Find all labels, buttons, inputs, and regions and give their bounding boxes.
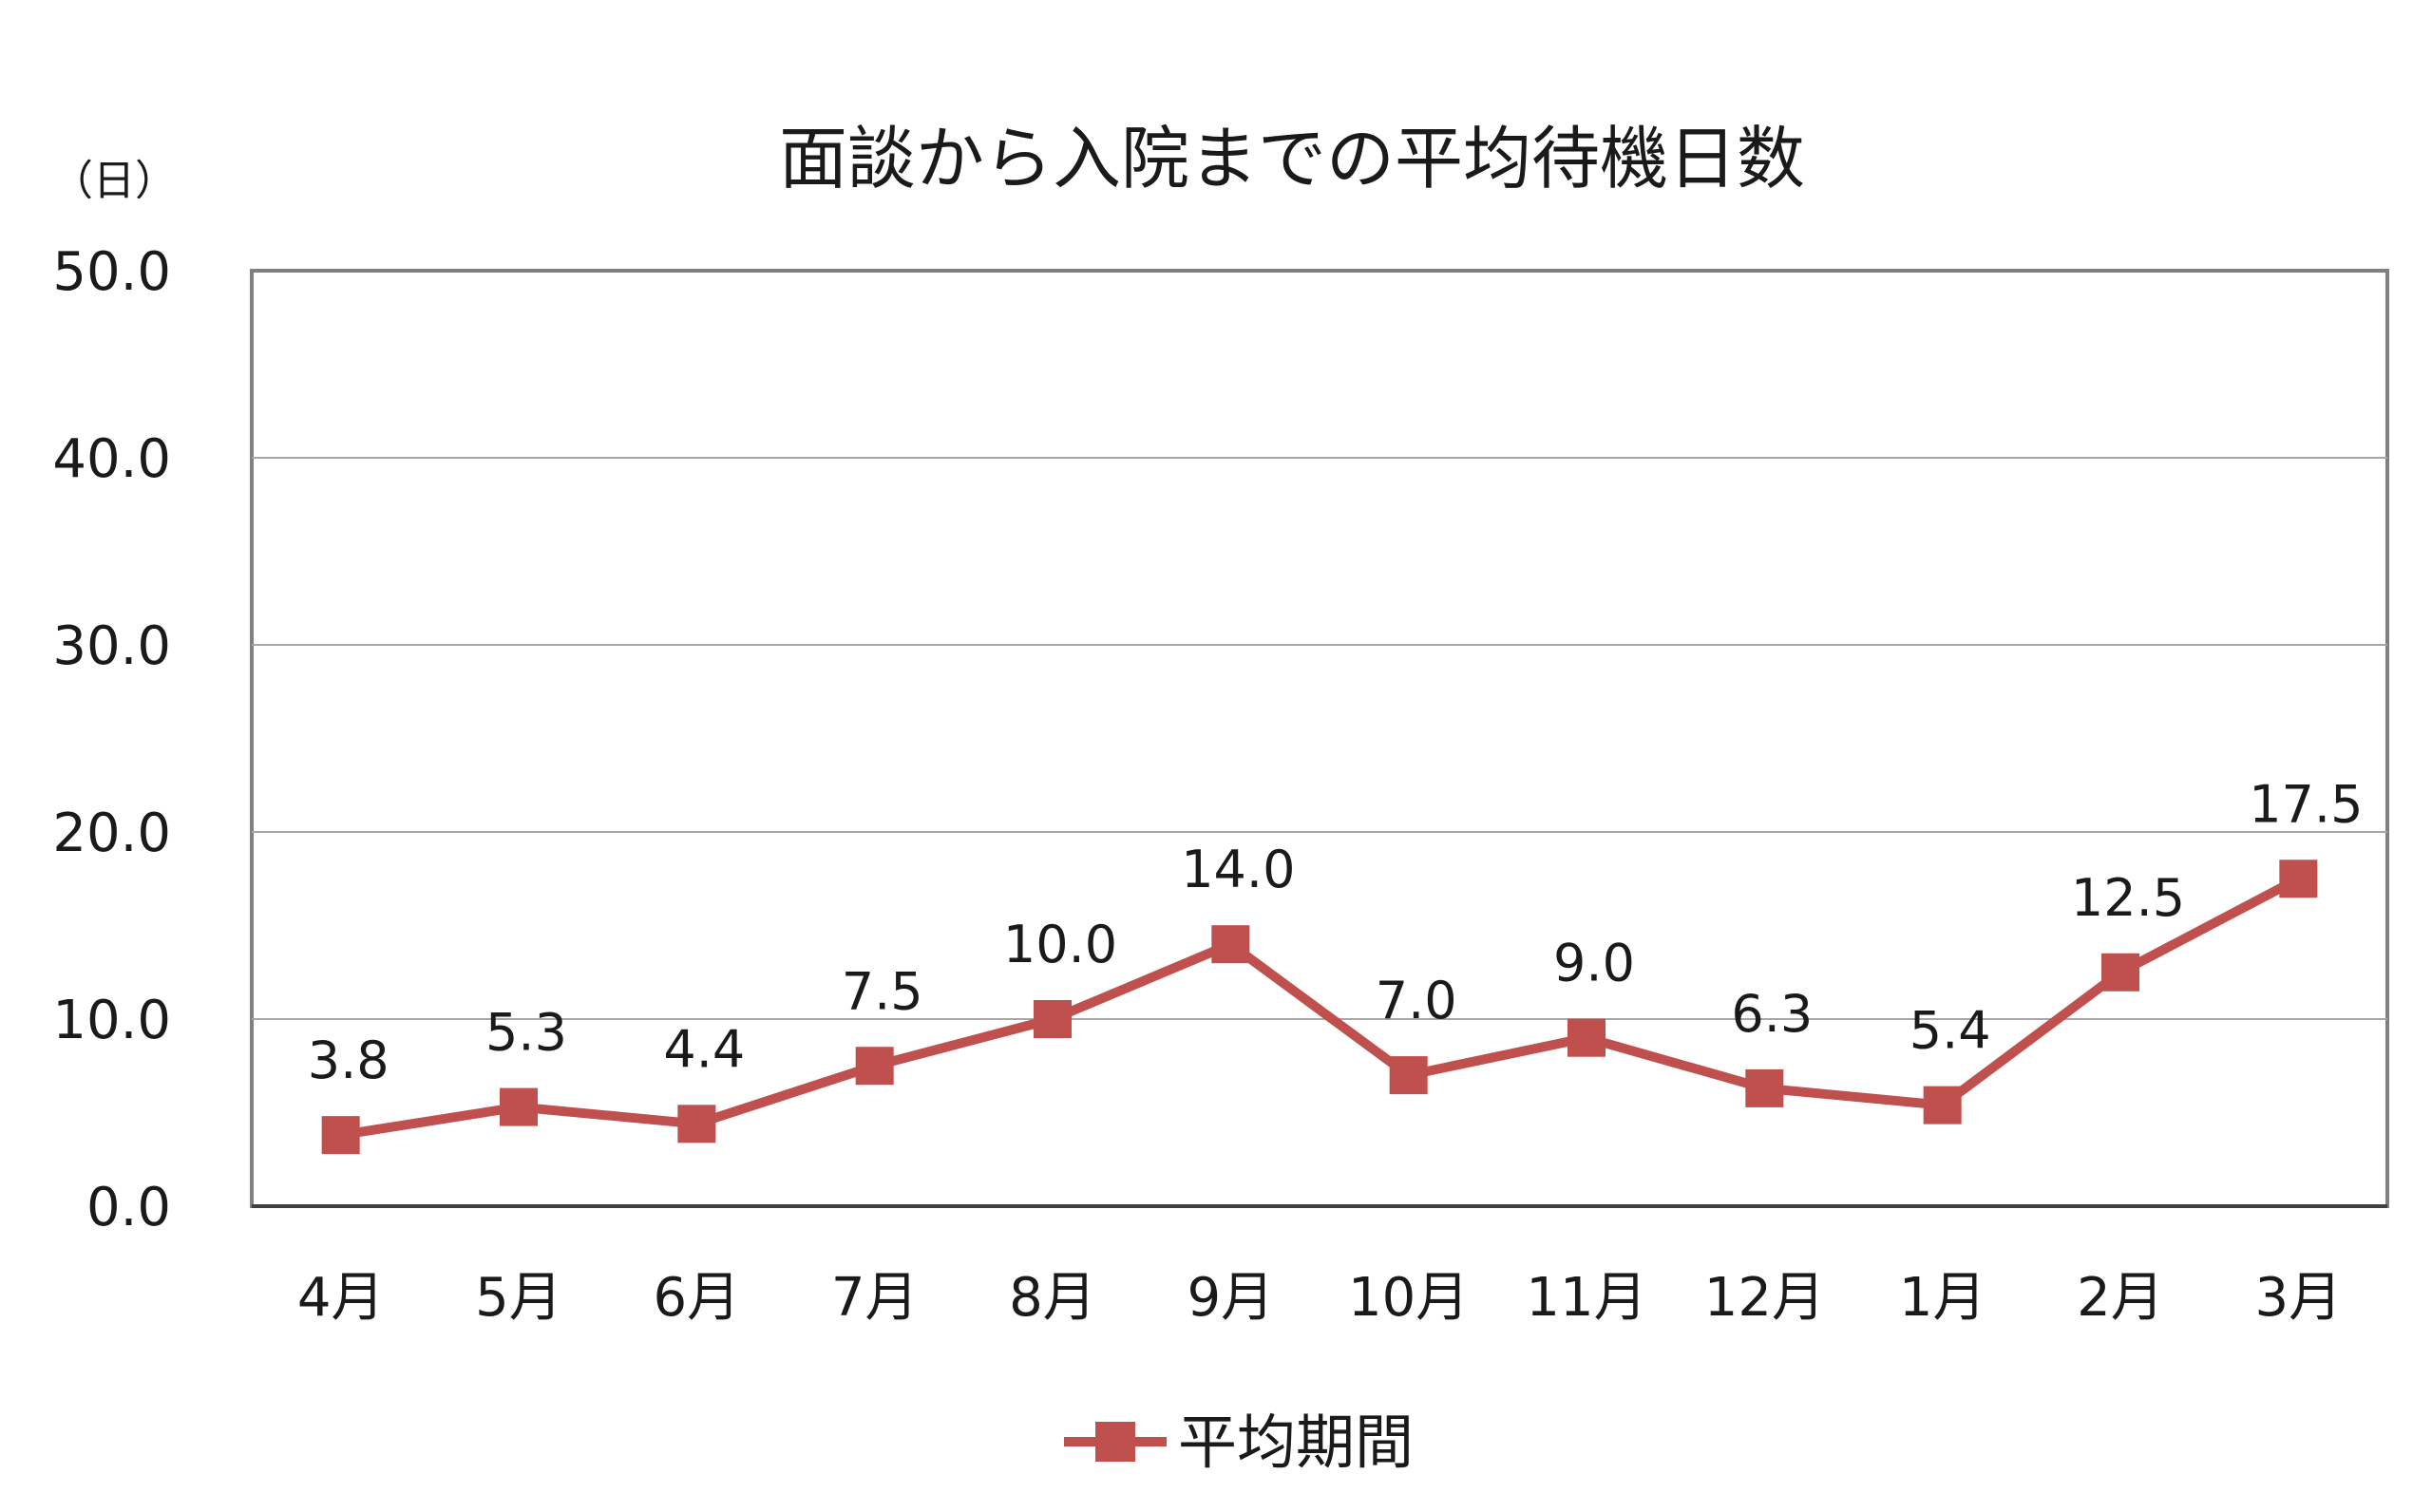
plot-area: [250, 269, 2389, 1208]
series-line: [339, 874, 2301, 1141]
data-point-marker: [500, 1087, 538, 1126]
x-tick-label: 7月: [831, 1267, 919, 1329]
data-point-marker: [1389, 1056, 1428, 1095]
x-tick-label: 9月: [1188, 1267, 1275, 1329]
legend: 平均期間: [1064, 1408, 1414, 1477]
y-axis-unit-label: （日）: [51, 157, 177, 205]
legend-marker-swatch: [1095, 1422, 1135, 1462]
data-label: 4.4: [663, 1019, 745, 1079]
data-label: 6.3: [1731, 984, 1813, 1044]
data-label: 5.3: [485, 1003, 567, 1063]
data-label: 12.5: [2071, 868, 2185, 928]
data-label: 14.0: [1181, 840, 1295, 899]
data-label: 7.0: [1376, 971, 1457, 1030]
y-tick-label: 0.0: [86, 1177, 171, 1238]
data-point-marker: [855, 1047, 894, 1086]
x-tick-label: 1月: [1899, 1267, 1986, 1329]
data-point-marker: [1211, 925, 1250, 964]
y-tick-label: 50.0: [52, 241, 171, 303]
data-point-marker: [321, 1116, 360, 1155]
chart-title: 面談から入院までの平均待機日数: [779, 119, 1805, 198]
data-labels: 3.8 5.3 4.4 7.5 10.0 14.0 7.0 9.0 6.3 5.4 12.5 17.5: [308, 774, 2364, 1090]
y-tick-label: 20.0: [52, 803, 171, 864]
data-point-marker: [2101, 953, 2139, 992]
data-point-marker: [1034, 1000, 1072, 1038]
x-tick-label: 5月: [475, 1267, 562, 1329]
data-point-marker: [2279, 860, 2318, 898]
x-tick-label: 11月: [1526, 1267, 1646, 1329]
gridlines: [252, 457, 2387, 1020]
data-label: 10.0: [1003, 915, 1117, 974]
y-tick-label: 40.0: [52, 428, 171, 490]
y-axis-ticks: 0.0 10.0 20.0 30.0 40.0 50.0: [52, 241, 171, 1238]
data-point-marker: [1568, 1018, 1606, 1057]
legend-label: 平均期間: [1178, 1408, 1414, 1477]
data-label: 7.5: [842, 961, 923, 1021]
x-tick-label: 6月: [654, 1267, 741, 1329]
x-axis-ticks: 4月 5月 6月 7月 8月 9月 10月 11月 12月 1月 2月 3月: [297, 1267, 2342, 1329]
data-label: 9.0: [1553, 934, 1635, 993]
series-layer: [321, 860, 2318, 1155]
data-point-marker: [1923, 1086, 1962, 1125]
x-tick-label: 10月: [1348, 1267, 1469, 1329]
data-label: 17.5: [2249, 774, 2363, 834]
x-tick-label: 2月: [2077, 1267, 2164, 1329]
y-tick-label: 30.0: [52, 615, 171, 677]
x-tick-label: 4月: [297, 1267, 385, 1329]
x-tick-label: 8月: [1009, 1267, 1096, 1329]
data-label: 3.8: [308, 1030, 390, 1090]
data-label: 5.4: [1910, 1001, 1991, 1061]
data-point-marker: [1745, 1068, 1784, 1107]
x-tick-label: 3月: [2255, 1267, 2343, 1329]
y-tick-label: 10.0: [52, 990, 171, 1051]
x-tick-label: 12月: [1704, 1267, 1825, 1329]
data-point-marker: [677, 1105, 716, 1143]
